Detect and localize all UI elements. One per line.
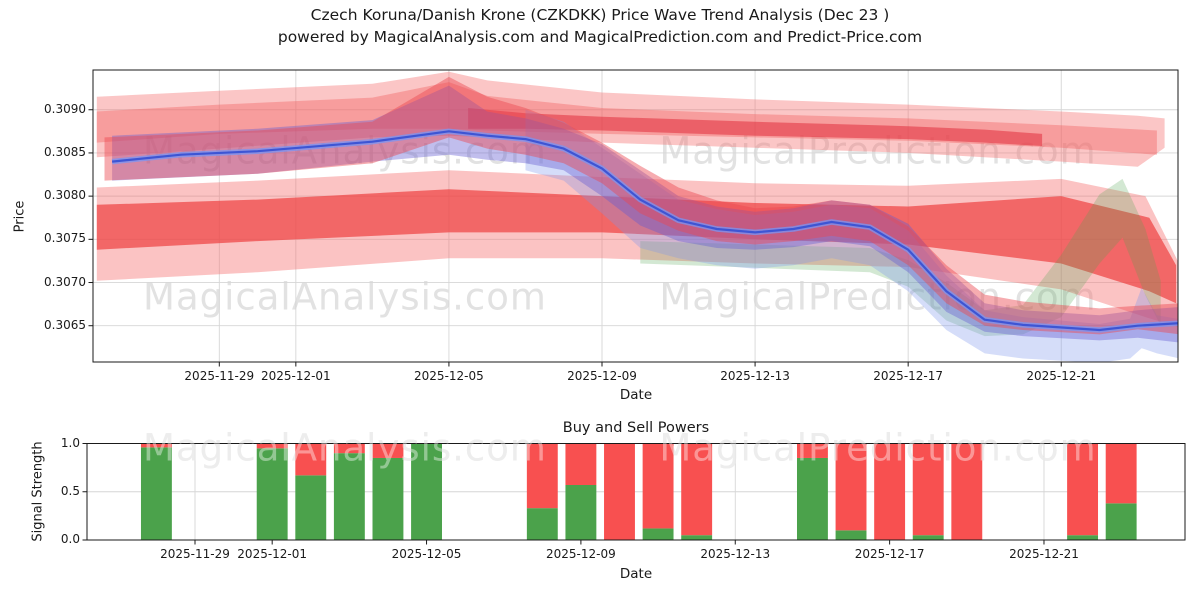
price-ytick-label: 0.3075	[44, 231, 86, 246]
signal-xtick-label: 2025-12-13	[700, 547, 771, 561]
buy-bar-2025-12-02	[295, 475, 327, 540]
buy-bar-2025-12-09	[565, 484, 597, 540]
buy-bar-2025-12-22	[1067, 535, 1099, 540]
sell-bar-2025-12-10	[604, 443, 635, 540]
signal-ticks	[82, 443, 1045, 545]
buy-bar-2025-12-01	[256, 448, 288, 540]
signal-xtick-label: 2025-12-21	[1009, 547, 1079, 561]
signal-bars-group	[140, 443, 1137, 540]
signal-ytick-label: 1.0	[60, 435, 80, 450]
signal-x-axis-label: Date	[619, 566, 653, 582]
sell-bar-2025-11-28	[140, 443, 172, 448]
price-xtick-label: 2025-12-17	[873, 369, 944, 383]
buy-bar-2025-11-28	[140, 447, 172, 540]
sell-bar-2025-12-16	[835, 443, 867, 531]
price-ytick-label: 0.3090	[44, 101, 86, 116]
sell-bar-2025-12-12	[681, 443, 713, 536]
signal-ytick-label: 0.0	[60, 532, 80, 546]
buy-bar-2025-12-04	[372, 457, 404, 540]
figure-subtitle: powered by MagicalAnalysis.com and Magic…	[277, 28, 923, 46]
sell-bar-2025-12-03	[333, 443, 365, 454]
price-xtick-label: 2025-12-13	[720, 369, 790, 383]
price-band-lower-core-red	[96, 189, 1177, 304]
buy-bar-2025-12-03	[333, 453, 365, 540]
trend-line	[111, 130, 1178, 332]
price-ytick-label: 0.3065	[44, 317, 86, 332]
buy-bar-2025-12-11	[642, 528, 674, 540]
signal-xtick-label: 2025-12-09	[546, 547, 616, 561]
price-xtick-label: 2025-12-01	[260, 369, 331, 383]
price-band-outer-blue-glow-band	[525, 109, 1178, 362]
buy-bar-2025-12-12	[681, 535, 713, 540]
price-line-group	[111, 128, 1178, 333]
sell-bar-2025-12-22	[1067, 443, 1099, 536]
price-band-green-signal-band	[640, 178, 1161, 337]
buy-bar-2025-12-18	[912, 535, 944, 540]
price-xtick-label: 2025-12-09	[567, 369, 637, 383]
sell-bar-2025-12-02	[295, 443, 327, 476]
signal-xtick-label: 2025-11-29	[160, 547, 230, 561]
buy-bar-2025-12-05	[411, 443, 442, 540]
signal-xtick-label: 2025-12-05	[391, 547, 462, 561]
sell-bar-2025-12-01	[256, 443, 288, 449]
price-xtick-label: 2025-12-05	[414, 369, 484, 383]
signal-ytick-label: 0.5	[60, 483, 80, 498]
signal-xtick-label: 2025-12-17	[854, 547, 925, 561]
figure-title: Czech Koruna/Danish Krone (CZKDKK) Price…	[310, 6, 890, 24]
buy-bar-2025-12-16	[835, 530, 867, 540]
buy-bar-2025-12-23	[1105, 503, 1137, 540]
price-ytick-label: 0.3085	[44, 144, 86, 159]
sell-bar-2025-12-09	[565, 443, 597, 485]
sell-bar-2025-12-04	[372, 443, 404, 458]
sell-bar-2025-12-17	[874, 443, 906, 540]
sell-bar-2025-12-23	[1105, 443, 1137, 504]
price-band-main-blue-wave-band	[112, 85, 1178, 343]
price-x-axis-label: Date	[619, 387, 653, 403]
price-y-axis-label: Price	[5, 156, 35, 276]
price-ytick-label: 0.3080	[44, 188, 86, 203]
sell-bar-2025-12-19	[951, 443, 983, 540]
price-band-dark-red-stripe	[468, 108, 1043, 146]
signal-grid	[87, 443, 1185, 541]
buy-bar-2025-12-15	[796, 457, 828, 540]
buy-bar-2025-12-08	[526, 508, 558, 540]
price-ticks	[88, 109, 1062, 367]
signal-xtick-label: 2025-12-01	[237, 547, 308, 561]
price-y-axis-label-text: Price	[12, 200, 28, 232]
sell-bar-2025-12-11	[642, 443, 674, 529]
price-plot-border	[92, 69, 1179, 363]
sell-bar-2025-12-18	[912, 443, 944, 536]
signal-chart-title: Buy and Sell Powers	[562, 420, 710, 436]
price-xtick-label: 2025-12-21	[1026, 369, 1097, 383]
price-bands-group	[96, 71, 1178, 362]
price-ytick-label: 0.3070	[44, 274, 86, 289]
sell-bar-2025-12-08	[526, 443, 558, 509]
sell-bar-2025-12-15	[796, 443, 828, 458]
price-xtick-label: 2025-11-29	[184, 369, 255, 383]
